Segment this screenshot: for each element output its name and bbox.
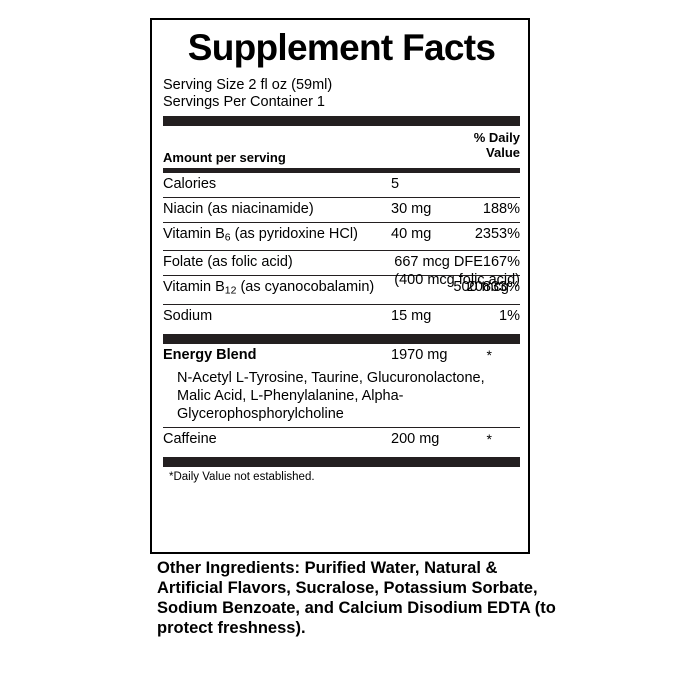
table-row: Folate (as folic acid) 667 mcg DFE167% (…: [163, 251, 520, 288]
table-row: Calories 5: [163, 173, 520, 197]
nutrient-name-prefix: Vitamin B: [163, 279, 225, 296]
nutrient-daily-value: 2353%: [474, 226, 520, 242]
nutrient-name: Vitamin B6 (as pyridoxine HCl): [163, 225, 383, 247]
nutrient-name: Calories: [163, 176, 217, 192]
nutrient-amount-line2: (400 mcg folic acid): [394, 272, 520, 289]
divider-medium-header: [163, 168, 520, 173]
nutrient-daily-value: 1%: [499, 307, 520, 324]
nutrient-amount-line1: 667 mcg DFE167%: [377, 253, 520, 271]
nutrient-amount: 5: [391, 176, 400, 192]
table-row: Vitamin B6 (as pyridoxine HCl) 40 mg 235…: [163, 223, 520, 250]
nutrient-name: Sodium: [163, 307, 213, 324]
nutrient-name: Caffeine: [163, 430, 217, 447]
nutrient-amount: 200 mg: [391, 430, 440, 447]
row-divider: [163, 303, 520, 305]
divider-thick-footnote: [163, 456, 520, 467]
row-divider: [163, 426, 520, 428]
nutrient-name: Vitamin B12 (as cyanocobalamin): [163, 278, 383, 300]
nutrient-daily-value: 167%: [482, 254, 520, 271]
nutrient-name-prefix: Vitamin B: [163, 226, 225, 242]
blend-amount: 1970 mg: [391, 346, 448, 363]
blend-ingredients: N-Acetyl L-Tyrosine, Taurine, Glucuronol…: [177, 369, 485, 422]
servings-per-container-text: Servings Per Container 1: [163, 94, 325, 110]
row-divider: [163, 275, 520, 277]
nutrient-name: Folate (as folic acid): [163, 254, 293, 271]
table-row: Caffeine 200 mg *: [163, 428, 520, 452]
other-ingredients-text: Other Ingredients: Purified Water, Natur…: [157, 559, 556, 637]
row-divider: [163, 197, 520, 198]
header-amount-per-serving: Amount per serving: [163, 150, 286, 165]
nutrient-amount-primary: 667 mcg DFE: [394, 254, 483, 271]
divider-thick-blend: [163, 333, 520, 344]
blend-name: Energy Blend: [163, 346, 257, 363]
row-divider: [163, 222, 520, 223]
nutrient-amount: 667 mcg DFE167% (400 mcg folic acid): [377, 253, 520, 289]
nutrient-name-subscript: 12: [224, 285, 237, 297]
table-row: Vitamin B12 (as cyanocobalamin) 500 mcg …: [163, 276, 520, 303]
table-header: Amount per serving % Daily Value: [163, 126, 520, 168]
nutrient-daily-value-asterisk: *: [486, 430, 492, 447]
nutrient-name: Niacin (as niacinamide): [163, 201, 314, 217]
supplement-facts-inner: Supplement Facts Serving Size 2 fl oz (5…: [163, 20, 520, 484]
header-daily-value-line1: % Daily: [473, 130, 520, 145]
page-title: Supplement Facts: [187, 27, 496, 68]
nutrient-daily-value: 20833%: [466, 279, 520, 296]
footnote-text: *Daily Value not established.: [169, 470, 315, 483]
row-divider: [163, 250, 520, 252]
nutrient-name-suffix: (as pyridoxine HCl): [230, 226, 358, 242]
nutrient-amount: 15 mg: [391, 307, 432, 324]
table-row: Niacin (as niacinamide) 30 mg 188%: [163, 198, 520, 222]
table-row: Sodium 15 mg 1%: [163, 305, 520, 329]
nutrient-daily-value: 188%: [482, 201, 520, 217]
nutrient-amount: 40 mg: [391, 226, 432, 242]
header-daily-value: % Daily Value: [474, 130, 520, 160]
divider-thick-top: [163, 116, 520, 126]
nutrient-amount: 30 mg: [391, 201, 432, 217]
serving-info: Serving Size 2 fl oz (59ml) Servings Per…: [163, 77, 520, 111]
serving-size-text: Serving Size 2 fl oz (59ml): [163, 77, 333, 93]
table-row-blend: Energy Blend 1970 mg *: [163, 344, 520, 368]
blend-daily-value-asterisk: *: [486, 346, 492, 363]
header-daily-value-line2: Value: [486, 145, 520, 160]
nutrient-name-subscript: 6: [224, 232, 231, 244]
nutrient-name-suffix: (as cyanocobalamin): [236, 279, 375, 296]
nutrient-amount: 500 mcg: [453, 279, 509, 296]
supplement-facts-panel: Supplement Facts Serving Size 2 fl oz (5…: [150, 18, 530, 554]
